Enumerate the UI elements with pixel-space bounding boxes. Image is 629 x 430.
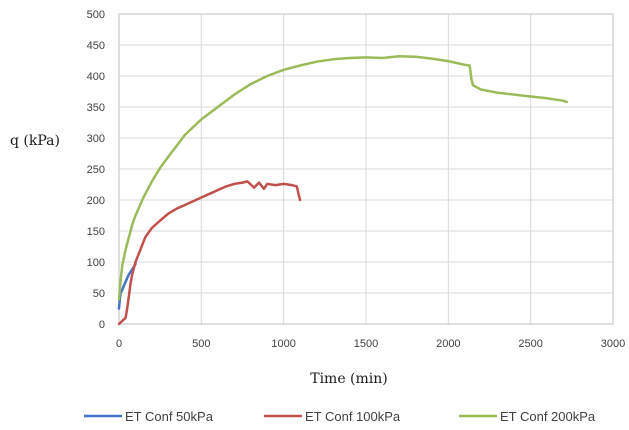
y-tick-label: 400	[87, 71, 105, 83]
x-tick-label: 2500	[518, 338, 542, 350]
series-line-3	[117, 54, 569, 301]
y-tick-label: 500	[87, 9, 105, 21]
y-tick-label: 450	[87, 40, 105, 52]
plot-area-border	[118, 13, 614, 325]
gridlines	[118, 13, 614, 325]
legend-label: ET Conf 50kPa	[125, 409, 214, 424]
y-tick-label: 150	[87, 226, 105, 238]
plot-border	[118, 13, 614, 325]
series-line-2	[117, 180, 302, 326]
y-tick-label: 50	[93, 288, 105, 300]
x-tick-label: 3000	[601, 338, 625, 350]
x-tick-label: 1000	[271, 338, 295, 350]
legend-label: ET Conf 200kPa	[500, 409, 596, 424]
y-tick-label: 200	[87, 195, 105, 207]
x-axis-title: Time (min)	[310, 371, 388, 387]
legend-label: ET Conf 100kPa	[305, 409, 401, 424]
x-tick-label: 1500	[354, 338, 378, 350]
x-tick-label: 2000	[436, 338, 460, 350]
x-tick-label: 0	[116, 338, 122, 350]
y-tick-label: 350	[87, 102, 105, 114]
x-tick-label: 500	[192, 338, 210, 350]
tick-labels: 0 50 100 150 200 250 300 350 400 450 500 0 500 1000 15…	[87, 9, 626, 350]
legend: ET Conf 50kPa ET Conf 100kPa ET Conf 200kP…	[84, 409, 596, 424]
series-lines	[117, 54, 569, 326]
y-tick-label: 300	[87, 133, 105, 145]
y-tick-label: 100	[87, 257, 105, 269]
y-tick-label: 0	[99, 319, 105, 331]
y-tick-label: 250	[87, 164, 105, 176]
y-axis-title: q (kPa)	[10, 133, 60, 149]
